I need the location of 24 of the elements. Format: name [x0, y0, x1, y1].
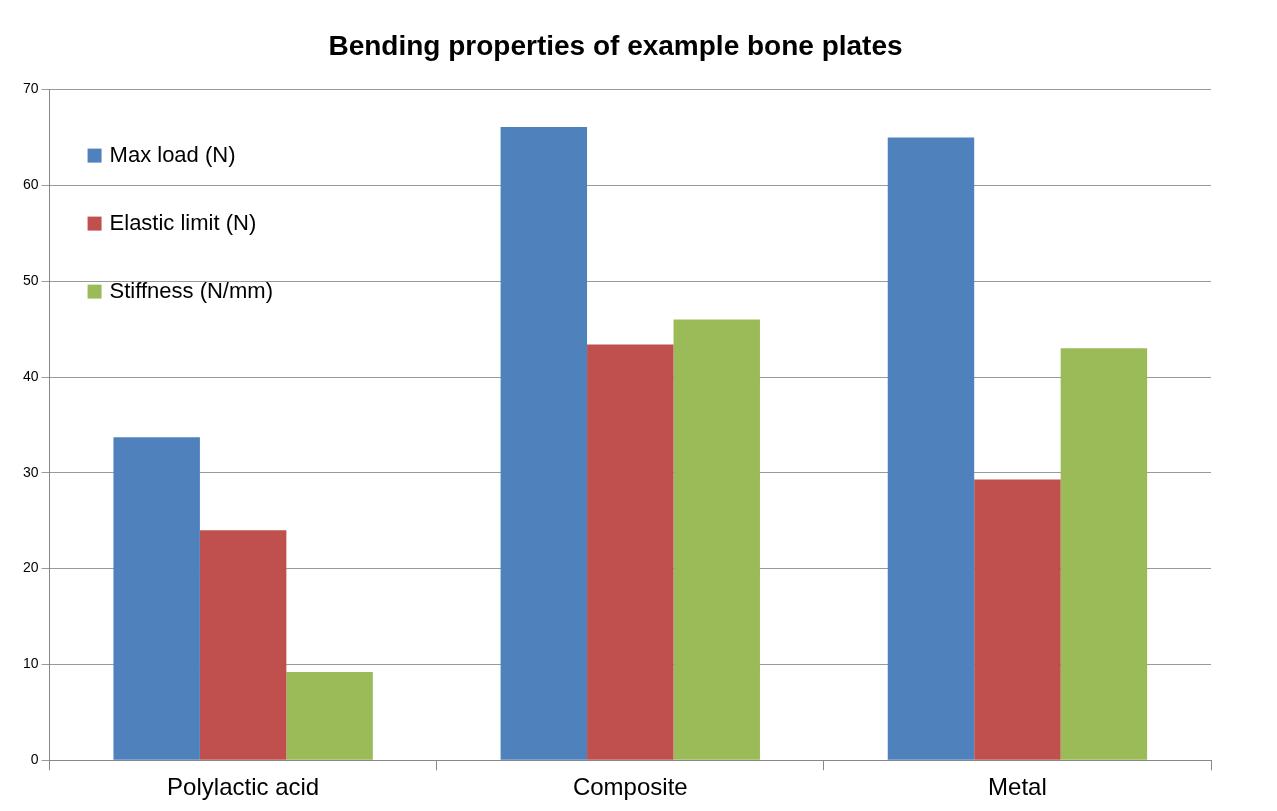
bar — [199, 530, 287, 760]
bar — [673, 319, 760, 760]
bar — [974, 479, 1061, 760]
y-tick-label: 60 — [22, 176, 39, 193]
x-tick-label: Composite — [572, 773, 688, 801]
bar — [587, 344, 674, 760]
y-tick-label: 40 — [22, 367, 39, 384]
y-tick-label: 50 — [22, 272, 39, 289]
chart-title: Bending properties of example bone plates — [328, 29, 903, 61]
y-tick-label: 0 — [30, 751, 39, 768]
y-tick-label: 20 — [22, 559, 39, 576]
bar — [286, 672, 373, 760]
x-tick-label: Metal — [988, 773, 1047, 801]
bar — [113, 437, 200, 760]
legend-label: Stiffness (N/mm) — [109, 277, 273, 303]
legend-label: Max load (N) — [109, 141, 236, 167]
bar — [1060, 348, 1148, 760]
bar — [500, 126, 588, 760]
y-tick-label: 30 — [22, 463, 39, 480]
y-tick-label: 70 — [22, 80, 39, 97]
x-tick-label: Polylactic acid — [167, 773, 320, 801]
y-tick-label: 10 — [22, 655, 39, 672]
bar — [887, 137, 975, 760]
legend-label: Elastic limit (N) — [109, 209, 257, 235]
